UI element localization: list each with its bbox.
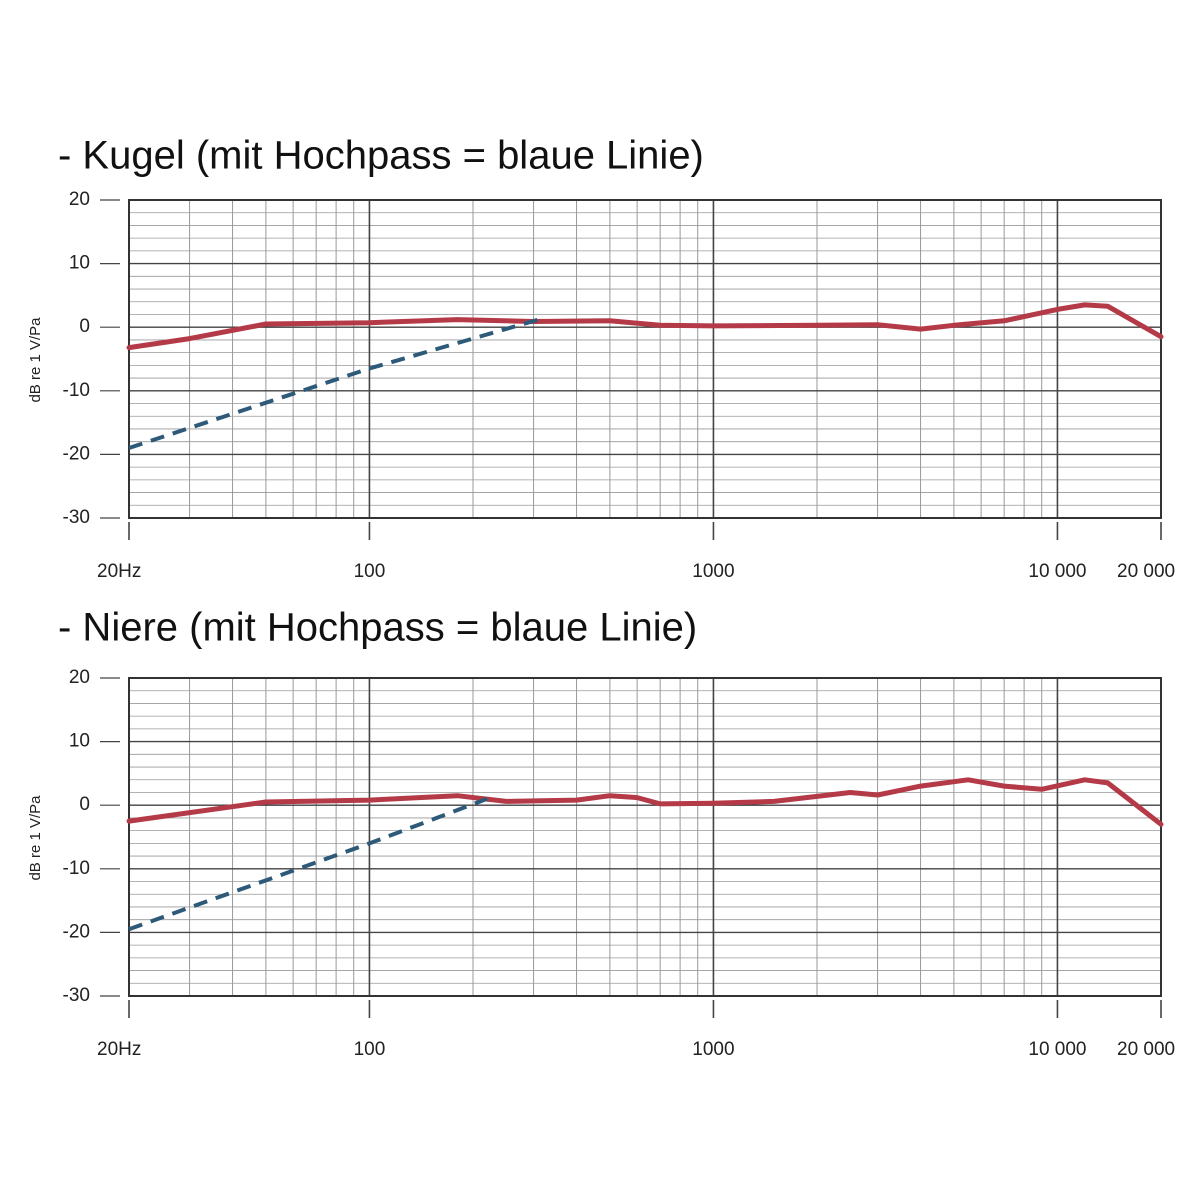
plot-frame <box>128 199 1162 519</box>
y-tick-label: -10 <box>63 858 90 879</box>
x-tick-label: 1000 <box>692 561 734 582</box>
y-tick-label: -20 <box>63 921 90 942</box>
plot-frame <box>128 677 1162 997</box>
y-tick-label: 0 <box>79 316 90 337</box>
y-axis-label: dB re 1 V/Pa <box>27 795 44 881</box>
x-tick-label: 1000 <box>692 1039 734 1060</box>
y-tick-label: 20 <box>69 189 90 210</box>
y-tick-label: -30 <box>63 985 90 1006</box>
x-tick-label: 20Hz <box>97 1039 141 1060</box>
x-tick-label: 100 <box>354 561 386 582</box>
y-tick-label: -30 <box>63 507 90 528</box>
y-tick-label: 20 <box>69 667 90 688</box>
x-tick-label: 20 000 <box>1117 561 1175 582</box>
data-line <box>126 777 1164 827</box>
y-tick-label: 10 <box>69 253 90 274</box>
y-axis-label: dB re 1 V/Pa <box>27 317 44 403</box>
data-line <box>128 796 488 932</box>
x-tick-label: 10 000 <box>1028 1039 1086 1060</box>
x-tick-label: 10 000 <box>1028 561 1086 582</box>
chart-title: - Kugel (mit Hochpass = blaue Linie) <box>58 134 704 178</box>
data-line <box>128 317 540 450</box>
data-line <box>126 302 1164 351</box>
x-tick-label: 20 000 <box>1117 1039 1175 1060</box>
x-tick-label: 100 <box>354 1039 386 1060</box>
y-tick-label: -20 <box>63 443 90 464</box>
chart-title: - Niere (mit Hochpass = blaue Linie) <box>58 606 697 650</box>
y-tick-label: 0 <box>79 794 90 815</box>
y-tick-label: -10 <box>63 380 90 401</box>
x-tick-label: 20Hz <box>97 561 141 582</box>
y-tick-label: 10 <box>69 731 90 752</box>
